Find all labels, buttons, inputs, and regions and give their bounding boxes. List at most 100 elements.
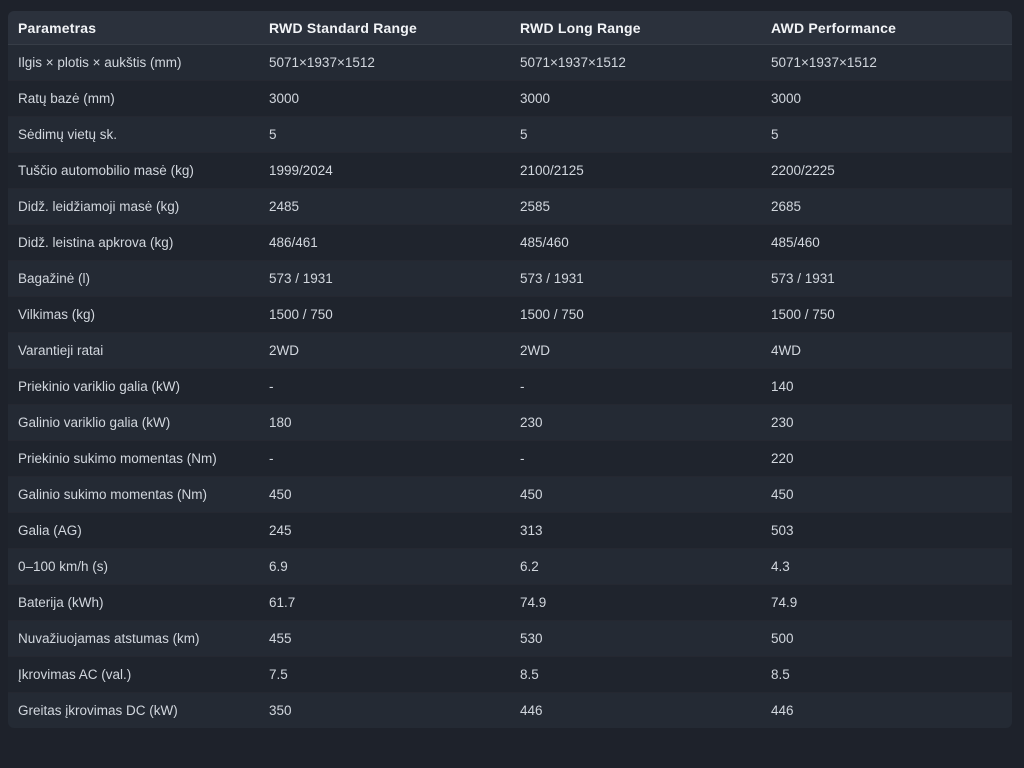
value-cell: 1500 / 750 (269, 307, 333, 322)
param-cell: Greitas įkrovimas DC (kW) (18, 703, 178, 718)
value-cell: 350 (269, 703, 292, 718)
param-cell: 0–100 km/h (s) (18, 559, 109, 574)
param-cell: Tuščio automobilio masė (kg) (18, 163, 194, 178)
value-cell: 74.9 (771, 595, 798, 610)
param-cell: Priekinio sukimo momentas (Nm) (18, 451, 217, 466)
table-row: Sėdimų vietų sk. 5 5 5 (8, 116, 1012, 153)
value-cell: 3000 (269, 91, 300, 106)
param-cell: Varantieji ratai (18, 343, 104, 358)
value-cell: 7.5 (269, 667, 288, 682)
table-row: Greitas įkrovimas DC (kW) 350 446 446 (8, 692, 1012, 728)
value-cell: 2100/2125 (520, 163, 584, 178)
value-cell: 2200/2225 (771, 163, 835, 178)
param-cell: Įkrovimas AC (val.) (18, 667, 132, 682)
value-cell: 8.5 (771, 667, 790, 682)
column-header-awd-performance: AWD Performance (761, 11, 1012, 45)
value-cell: 530 (520, 631, 543, 646)
value-cell: - (520, 379, 525, 394)
table-row: Tuščio automobilio masė (kg) 1999/2024 210… (8, 152, 1012, 189)
value-cell: 5 (269, 127, 277, 142)
value-cell: 3000 (520, 91, 551, 106)
table-row: Ilgis × plotis × aukštis (mm) 5071×1937×1… (8, 44, 1012, 81)
value-cell: 5 (771, 127, 779, 142)
value-cell: 1999/2024 (269, 163, 333, 178)
value-cell: 573 / 1931 (771, 271, 835, 286)
table-row: Priekinio sukimo momentas (Nm) - - 220 (8, 440, 1012, 477)
value-cell: 6.9 (269, 559, 288, 574)
value-cell: 61.7 (269, 595, 296, 610)
table-row: Bagažinė (l) 573 / 1931 573 / 1931 573 / 19… (8, 260, 1012, 297)
table-row: Galia (AG) 245 313 503 (8, 512, 1012, 549)
param-cell: Didž. leistina apkrova (kg) (18, 235, 174, 250)
param-cell: Baterija (kWh) (18, 595, 104, 610)
param-cell: Bagažinė (l) (18, 271, 91, 286)
table-row: Ratų bazė (mm) 3000 3000 3000 (8, 80, 1012, 117)
param-cell: Sėdimų vietų sk. (18, 127, 118, 142)
column-header-rwd-long-range: RWD Long Range (510, 11, 761, 45)
value-cell: 313 (520, 523, 543, 538)
value-cell: 2WD (520, 343, 550, 358)
spec-table-header: Parametras RWD Standard Range RWD Long R… (8, 11, 1012, 45)
param-cell: Priekinio variklio galia (kW) (18, 379, 181, 394)
table-row: Vilkimas (kg) 1500 / 750 1500 / 750 1500 / … (8, 296, 1012, 333)
value-cell: 220 (771, 451, 794, 466)
table-row: Baterija (kWh) 61.7 74.9 74.9 (8, 584, 1012, 621)
value-cell: 4.3 (771, 559, 790, 574)
value-cell: 450 (771, 487, 794, 502)
value-cell: 2485 (269, 199, 300, 214)
value-cell: 245 (269, 523, 292, 538)
spec-table-body: Ilgis × plotis × aukštis (mm) 5071×1937×1… (8, 44, 1012, 728)
header-row: Parametras RWD Standard Range RWD Long R… (8, 11, 1012, 45)
value-cell: 140 (771, 379, 794, 394)
value-cell: 455 (269, 631, 292, 646)
value-cell: 2685 (771, 199, 802, 214)
value-cell: 485/460 (520, 235, 569, 250)
table-row: Didž. leidžiamoji masė (kg) 2485 2585 2685 (8, 188, 1012, 225)
table-row: Varantieji ratai 2WD 2WD 4WD (8, 332, 1012, 369)
value-cell: 5 (520, 127, 528, 142)
value-cell: 485/460 (771, 235, 820, 250)
value-cell: 2WD (269, 343, 299, 358)
value-cell: 486/461 (269, 235, 318, 250)
value-cell: 573 / 1931 (520, 271, 584, 286)
value-cell: 450 (269, 487, 292, 502)
value-cell: 230 (520, 415, 543, 430)
param-cell: Nuvažiuojamas atstumas (km) (18, 631, 200, 646)
value-cell: 5071×1937×1512 (771, 55, 877, 70)
value-cell: 2585 (520, 199, 551, 214)
spec-table: Parametras RWD Standard Range RWD Long R… (8, 11, 1012, 728)
spec-table-container: Parametras RWD Standard Range RWD Long R… (8, 11, 1012, 728)
param-cell: Galinio variklio galia (kW) (18, 415, 171, 430)
value-cell: - (269, 451, 274, 466)
value-cell: 450 (520, 487, 543, 502)
param-cell: Ilgis × plotis × aukštis (mm) (18, 55, 182, 70)
param-cell: Galia (AG) (18, 523, 82, 538)
value-cell: 4WD (771, 343, 801, 358)
value-cell: 74.9 (520, 595, 547, 610)
param-cell: Didž. leidžiamoji masė (kg) (18, 199, 180, 214)
value-cell: 6.2 (520, 559, 539, 574)
column-header-parametras: Parametras (8, 11, 259, 45)
value-cell: 446 (520, 703, 543, 718)
value-cell: - (269, 379, 274, 394)
value-cell: 180 (269, 415, 292, 430)
value-cell: 1500 / 750 (771, 307, 835, 322)
value-cell: - (520, 451, 525, 466)
table-row: Nuvažiuojamas atstumas (km) 455 530 500 (8, 620, 1012, 657)
table-row: Didž. leistina apkrova (kg) 486/461 485/46… (8, 224, 1012, 261)
param-cell: Ratų bazė (mm) (18, 91, 115, 106)
value-cell: 5071×1937×1512 (520, 55, 626, 70)
table-row: 0–100 km/h (s) 6.9 6.2 4.3 (8, 548, 1012, 585)
value-cell: 1500 / 750 (520, 307, 584, 322)
value-cell: 3000 (771, 91, 802, 106)
value-cell: 8.5 (520, 667, 539, 682)
value-cell: 503 (771, 523, 794, 538)
value-cell: 230 (771, 415, 794, 430)
value-cell: 573 / 1931 (269, 271, 333, 286)
param-cell: Vilkimas (kg) (18, 307, 96, 322)
table-row: Priekinio variklio galia (kW) - - 140 (8, 368, 1012, 405)
param-cell: Galinio sukimo momentas (Nm) (18, 487, 208, 502)
value-cell: 5071×1937×1512 (269, 55, 375, 70)
table-row: Įkrovimas AC (val.) 7.5 8.5 8.5 (8, 656, 1012, 693)
